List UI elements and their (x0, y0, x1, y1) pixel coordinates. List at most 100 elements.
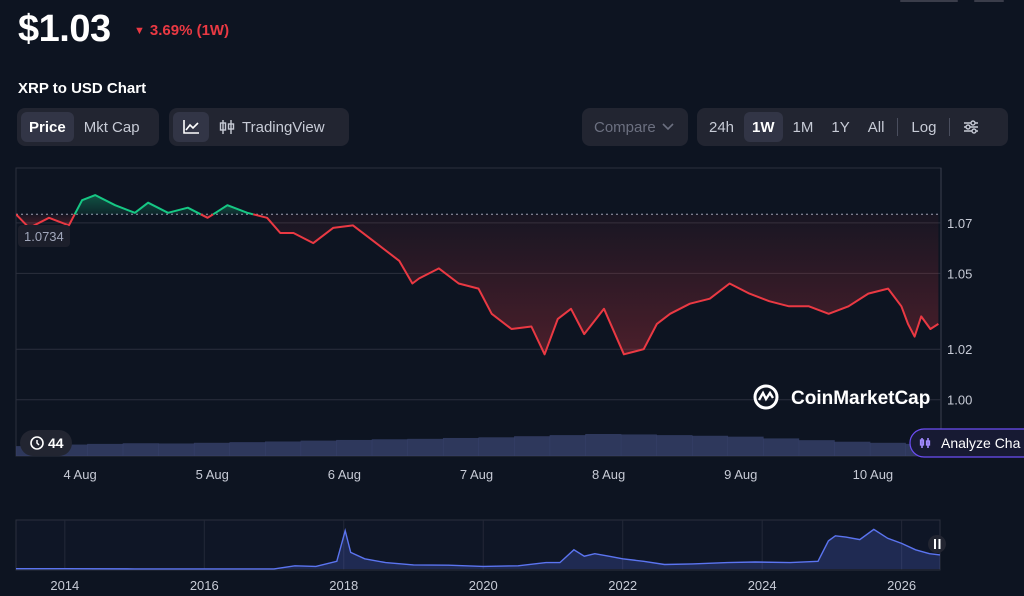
history-icon (30, 436, 44, 450)
line-chart-button[interactable] (173, 112, 209, 142)
volume-bar (656, 435, 693, 456)
x-tick-labels: 4 Aug 5 Aug 6 Aug 7 Aug 8 Aug 9 Aug 10 Aug (63, 467, 893, 482)
overview-x-tick-labels: 2014 2016 2018 2020 2022 2024 2026 (50, 578, 916, 593)
range-1m[interactable]: 1M (792, 118, 814, 136)
chart-style-toggle: TradingView (169, 108, 349, 146)
overview-line (16, 527, 941, 570)
price-change-value: 3.69% (1W) (149, 22, 230, 39)
coinmarketcap-logo-icon (753, 384, 779, 410)
overview-x-tick-label: 2022 (608, 578, 637, 593)
volume-bar (763, 438, 800, 456)
volume-bar (371, 439, 408, 456)
series-line-up (73, 194, 202, 216)
sliders-icon (964, 120, 979, 134)
price-change: ▼ 3.69% (1W) (134, 22, 229, 39)
y-tick-label: 1.02 (947, 342, 972, 357)
volume-bar (514, 436, 551, 456)
line-chart-icon (183, 120, 199, 134)
chart-title: XRP to USD Chart (18, 80, 147, 97)
volume-bar (620, 434, 657, 456)
overview-x-tick-label: 2018 (329, 578, 358, 593)
overview-x-tick-label: 2024 (748, 578, 777, 593)
top-control-edge (900, 0, 958, 2)
ai-sparkle-icon (919, 438, 931, 448)
tab-market-cap[interactable]: Mkt Cap (83, 118, 140, 136)
area-above-reference (74, 195, 201, 215)
price-chart[interactable]: 1.07 1.05 1.02 1.00 4 Aug 5 Aug 6 Aug 7 Aug 8 A… (0, 160, 1024, 495)
range-1w[interactable]: 1W (744, 112, 783, 142)
x-tick-label: 10 Aug (853, 467, 894, 482)
chevron-down-icon (662, 123, 674, 131)
reference-price-label: 1.0734 (18, 225, 70, 247)
volume-bar (691, 435, 729, 456)
overview-series (16, 527, 941, 570)
overview-frame (15, 519, 941, 571)
y-tick-label: 1.07 (947, 216, 972, 231)
volume-bar (407, 438, 444, 456)
series-line-down (16, 213, 76, 229)
volume-bar (798, 440, 835, 456)
volume-badge[interactable]: 44 (20, 430, 72, 456)
x-tick-label: 4 Aug (63, 467, 96, 482)
volume-bar (549, 435, 586, 456)
overview-x-tick-label: 2026 (887, 578, 916, 593)
divider (897, 118, 899, 136)
current-price: $1.03 (18, 8, 111, 50)
volume-bar (585, 434, 622, 456)
volume-bar (478, 437, 515, 456)
tradingview-label: TradingView (242, 118, 325, 136)
divider (949, 118, 951, 136)
caret-down-icon: ▼ (134, 24, 145, 37)
volume-bar (727, 436, 764, 456)
overview-pause-button[interactable] (928, 535, 946, 553)
price-lines (16, 194, 939, 356)
range-selector: 24h 1W 1M 1Y All Log (697, 108, 1008, 146)
area-below-reference (253, 214, 939, 355)
y-tick-label: 1.00 (947, 393, 972, 408)
area-below-reference (16, 214, 75, 228)
x-tick-label: 5 Aug (196, 467, 229, 482)
overview-chart[interactable]: 2014 2016 2018 2020 2022 2024 2026 (0, 515, 1024, 596)
reference-price-value: 1.0734 (24, 229, 64, 244)
pause-icon (934, 539, 941, 549)
analyze-label: Analyze Cha (941, 435, 1021, 451)
volume-bar (158, 443, 195, 456)
volume-bar (193, 442, 230, 456)
compare-button: Compare (586, 112, 682, 142)
log-scale-button[interactable]: Log (911, 118, 937, 136)
x-tick-label: 7 Aug (460, 467, 493, 482)
compare-label: Compare (594, 118, 656, 136)
overview-x-tick-label: 2020 (469, 578, 498, 593)
watermark-text: CoinMarketCap (791, 388, 930, 409)
candlestick-icon (219, 120, 235, 134)
overview-x-tick-label: 2014 (50, 578, 79, 593)
volume-bar (336, 439, 373, 456)
overview-area (16, 529, 940, 569)
volume-bars (16, 434, 941, 456)
compare-dropdown[interactable]: Compare (582, 108, 688, 146)
range-24h[interactable]: 24h (709, 118, 735, 136)
range-all[interactable]: All (867, 118, 885, 136)
tab-price[interactable]: Price (21, 112, 74, 142)
price-areas (16, 195, 939, 355)
series-line-down (200, 213, 214, 219)
volume-bar (300, 440, 337, 456)
x-tick-label: 6 Aug (328, 467, 361, 482)
volume-badge-value: 44 (48, 435, 64, 451)
volume-bar (87, 443, 124, 456)
volume-bar (442, 437, 479, 456)
analyze-chart-button[interactable]: Analyze Cha (909, 428, 1024, 458)
top-control-edge (974, 0, 1004, 2)
overview-gridlines (64, 520, 903, 570)
chart-type-toggle: Price Mkt Cap (17, 108, 159, 146)
tradingview-button[interactable]: TradingView (211, 112, 333, 142)
range-1y[interactable]: 1Y (831, 118, 850, 136)
chart-settings-button[interactable] (955, 112, 987, 142)
volume-bar (869, 442, 906, 456)
series-line-down (252, 213, 939, 356)
x-tick-label: 9 Aug (724, 467, 757, 482)
series-line-up (212, 204, 254, 216)
volume-bar (834, 441, 871, 456)
y-tick-labels: 1.07 1.05 1.02 1.00 (947, 216, 972, 408)
overview-x-tick-label: 2016 (190, 578, 219, 593)
